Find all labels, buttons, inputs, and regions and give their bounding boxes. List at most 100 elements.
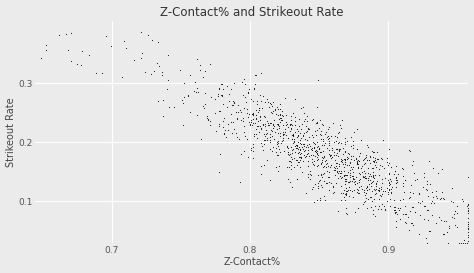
Point [181,95,188,99]
Point [270,122,277,126]
Point [302,130,310,135]
Point [411,209,419,214]
Point [465,208,472,212]
Point [342,177,349,181]
Point [385,161,393,165]
Point [249,149,257,153]
Point [315,179,323,183]
Point [253,102,261,106]
Point [201,101,208,106]
Point [236,136,243,141]
Point [267,121,274,125]
Point [201,69,209,73]
Point [352,182,359,186]
Point [212,129,219,133]
Point [335,147,343,152]
Point [216,170,223,174]
Point [118,75,126,79]
Point [382,189,389,193]
Point [327,154,334,158]
Point [440,219,448,223]
Point [346,168,354,172]
Point [276,102,284,106]
Point [264,123,272,127]
Point [258,106,266,110]
Point [407,195,414,199]
Point [392,205,399,209]
Point [153,61,161,66]
Point [337,169,345,173]
Point [180,81,188,85]
Point [286,122,294,126]
Point [342,173,350,177]
Point [264,100,272,105]
Point [302,145,310,149]
Point [369,166,376,170]
Point [317,150,325,155]
Point [444,241,452,245]
Point [328,163,335,167]
Point [310,185,317,189]
Point [368,195,375,199]
Point [391,169,399,174]
Point [242,100,249,104]
Point [361,156,369,160]
Point [332,153,340,157]
Point [215,124,223,129]
Point [417,201,424,206]
Point [359,158,367,162]
Point [256,93,264,98]
Point [241,95,248,99]
Point [341,173,348,178]
Point [283,144,291,149]
Point [318,175,326,179]
Point [401,190,408,195]
Point [255,119,262,123]
Point [390,172,398,176]
Point [364,171,372,175]
Point [381,176,389,180]
Point [465,202,472,206]
Point [266,138,273,142]
Point [390,197,398,202]
Point [409,159,416,163]
Point [273,165,280,169]
Point [341,150,349,155]
Point [401,204,409,208]
Point [299,159,307,163]
Point [378,156,385,161]
Point [300,142,307,147]
Point [275,126,283,131]
Point [375,197,383,201]
Point [377,194,384,198]
Point [289,141,296,145]
Point [361,168,368,173]
Point [372,191,380,195]
Point [279,123,287,127]
Point [261,124,269,128]
Point [341,149,349,153]
Point [402,212,410,216]
Point [319,139,327,143]
Point [347,144,355,148]
Point [350,158,357,162]
Point [334,130,341,135]
Point [377,156,385,160]
Point [355,159,363,164]
Point [283,144,291,148]
Point [332,161,339,165]
Point [292,130,299,135]
Point [398,166,406,170]
Point [417,213,424,218]
Point [339,191,347,195]
Point [392,209,399,214]
Point [313,145,321,149]
Point [268,111,275,115]
Point [448,186,456,191]
Point [340,164,347,169]
Point [297,126,304,131]
Point [373,179,381,183]
Point [313,140,321,144]
Point [266,121,274,125]
Point [287,145,294,149]
